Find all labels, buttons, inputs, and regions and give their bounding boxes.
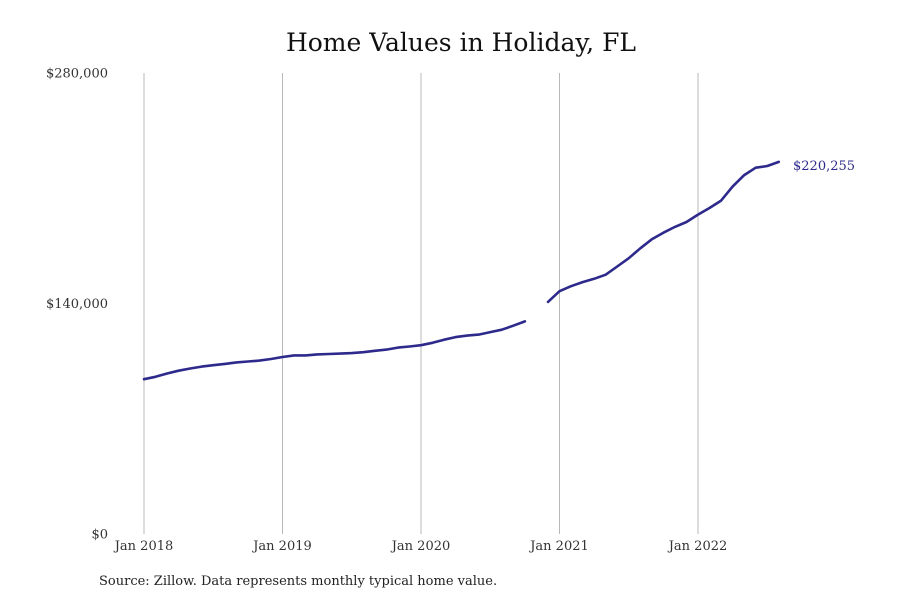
x-tick-label: Jan 2019 [251, 539, 312, 554]
home-value-series [142, 160, 781, 381]
y-tick-label: $140,000 [46, 297, 108, 312]
y-tick-label: $280,000 [46, 67, 108, 82]
x-tick-label: Jan 2022 [667, 539, 728, 554]
chart-title: Home Values in Holiday, FL [286, 28, 636, 57]
series-line-segment [142, 320, 527, 381]
x-axis-tick-labels: Jan 2018 Jan 2019 Jan 2020 Jan 2021 Jan 2022 [113, 539, 728, 554]
gridlines [143, 73, 699, 534]
x-tick-label: Jan 2020 [390, 539, 451, 554]
x-tick-label: Jan 2018 [113, 539, 174, 554]
y-tick-label: $0 [91, 528, 108, 543]
x-tick-label: Jan 2021 [528, 539, 589, 554]
series-line-segment [546, 160, 781, 304]
end-value-label: $220,255 [793, 159, 855, 174]
source-note: Source: Zillow. Data represents monthly … [99, 574, 497, 589]
y-axis-tick-labels: $0 $140,000 $280,000 [46, 67, 108, 543]
